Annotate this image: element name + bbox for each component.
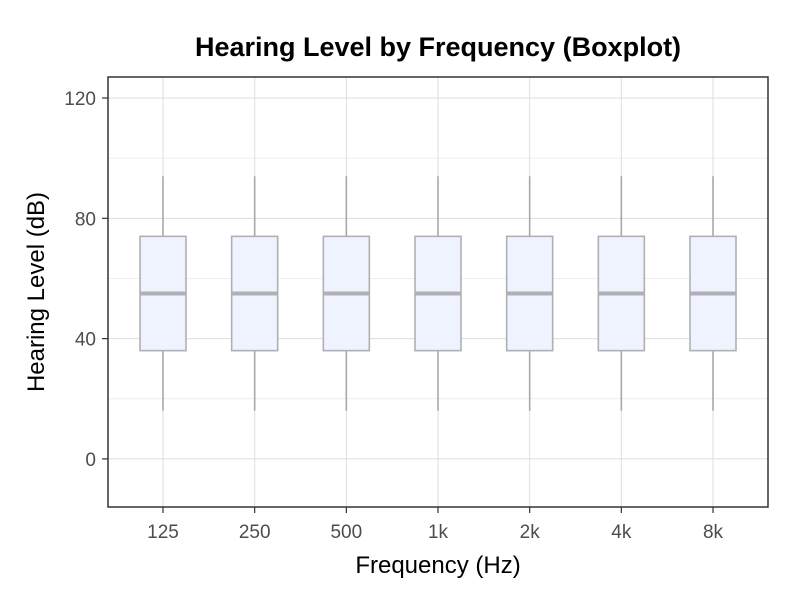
x-axis-title: Frequency (Hz) bbox=[355, 552, 520, 579]
y-tick-label: 40 bbox=[75, 330, 96, 351]
x-tick-label: 250 bbox=[239, 522, 271, 543]
x-tick-label: 1k bbox=[428, 522, 449, 543]
box-500 bbox=[322, 176, 371, 411]
box-1k bbox=[414, 176, 462, 411]
y-axis: 0 40 80 120 bbox=[64, 89, 108, 471]
x-tick-label: 4k bbox=[611, 522, 632, 543]
y-axis-title: Hearing Level (dB) bbox=[23, 192, 50, 392]
boxes-layer bbox=[139, 176, 737, 411]
y-tick-label: 120 bbox=[64, 89, 96, 110]
box-8k bbox=[689, 176, 737, 411]
y-tick-label: 0 bbox=[85, 450, 96, 471]
x-tick-label: 2k bbox=[520, 522, 541, 543]
x-tick-label: 125 bbox=[147, 522, 179, 543]
box-2k bbox=[505, 176, 554, 411]
box-250 bbox=[230, 176, 279, 411]
box-4k bbox=[597, 176, 646, 411]
x-tick-label: 500 bbox=[330, 522, 362, 543]
chart-title: Hearing Level by Frequency (Boxplot) bbox=[195, 32, 681, 62]
x-tick-label: 8k bbox=[703, 522, 724, 543]
x-axis: 125 250 500 1k 2k 4k 8k bbox=[147, 507, 724, 543]
box-125 bbox=[139, 176, 187, 411]
y-tick-label: 80 bbox=[75, 209, 96, 230]
